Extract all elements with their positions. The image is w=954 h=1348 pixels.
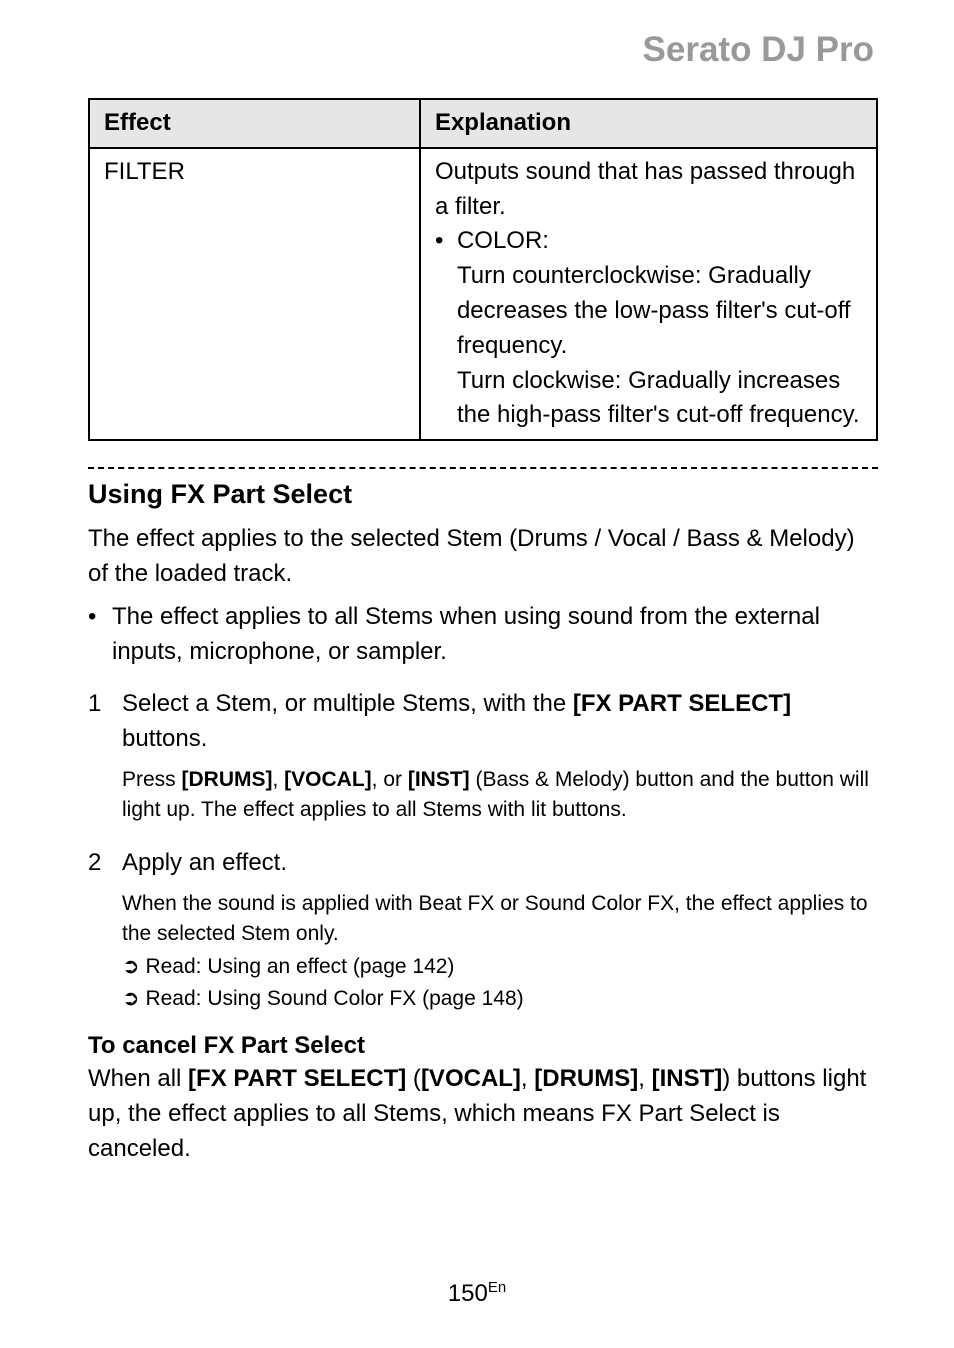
step-2-sub2: ➲ Read: Using an effect (page 142) [88, 952, 878, 982]
expl-line2: Turn counterclockwise: Gradually decreas… [435, 259, 864, 363]
step-text: Select a Stem, or multiple Stems, with t… [122, 687, 878, 757]
th-explanation: Explanation [420, 99, 877, 148]
expl-line1: Outputs sound that has passed through a … [435, 155, 864, 225]
link-arrow-icon: ➲ [122, 984, 140, 1014]
step-2: 2 Apply an effect. [88, 846, 878, 881]
cancel-heading: To cancel FX Part Select [88, 1032, 878, 1060]
step-2-sub3: ➲ Read: Using Sound Color FX (page 148) [88, 984, 878, 1014]
link-arrow-icon: ➲ [122, 952, 140, 982]
step-number: 1 [88, 687, 122, 757]
bullet-icon: • [88, 600, 112, 670]
expl-line3: Turn clockwise: Gradually increases the … [435, 364, 864, 434]
table-row: FILTER Outputs sound that has passed thr… [89, 148, 877, 440]
page-footer: 150En [0, 1279, 954, 1308]
bullet-icon: • [435, 224, 457, 259]
divider [88, 467, 878, 469]
step-text: Apply an effect. [122, 846, 878, 881]
step-1: 1 Select a Stem, or multiple Stems, with… [88, 687, 878, 757]
expl-bullet-label: COLOR: [457, 224, 864, 259]
section-intro: The effect applies to the selected Stem … [88, 522, 878, 592]
note-text: The effect applies to all Stems when usi… [112, 600, 878, 670]
cell-effect: FILTER [89, 148, 420, 440]
effects-table: Effect Explanation FILTER Outputs sound … [88, 98, 878, 441]
step-1-sub: Press [DRUMS], [VOCAL], or [INST] (Bass … [88, 765, 878, 826]
section-title: Using FX Part Select [88, 479, 878, 510]
cancel-body: When all [FX PART SELECT] ([VOCAL], [DRU… [88, 1062, 878, 1166]
step-2-sub1: When the sound is applied with Beat FX o… [88, 889, 878, 950]
page-number: 150 [448, 1280, 488, 1307]
th-effect: Effect [89, 99, 420, 148]
page-header: Serato DJ Pro [88, 30, 878, 70]
page-lang: En [488, 1279, 506, 1296]
cell-explanation: Outputs sound that has passed through a … [420, 148, 877, 440]
note-list: • The effect applies to all Stems when u… [88, 600, 878, 670]
step-number: 2 [88, 846, 122, 881]
